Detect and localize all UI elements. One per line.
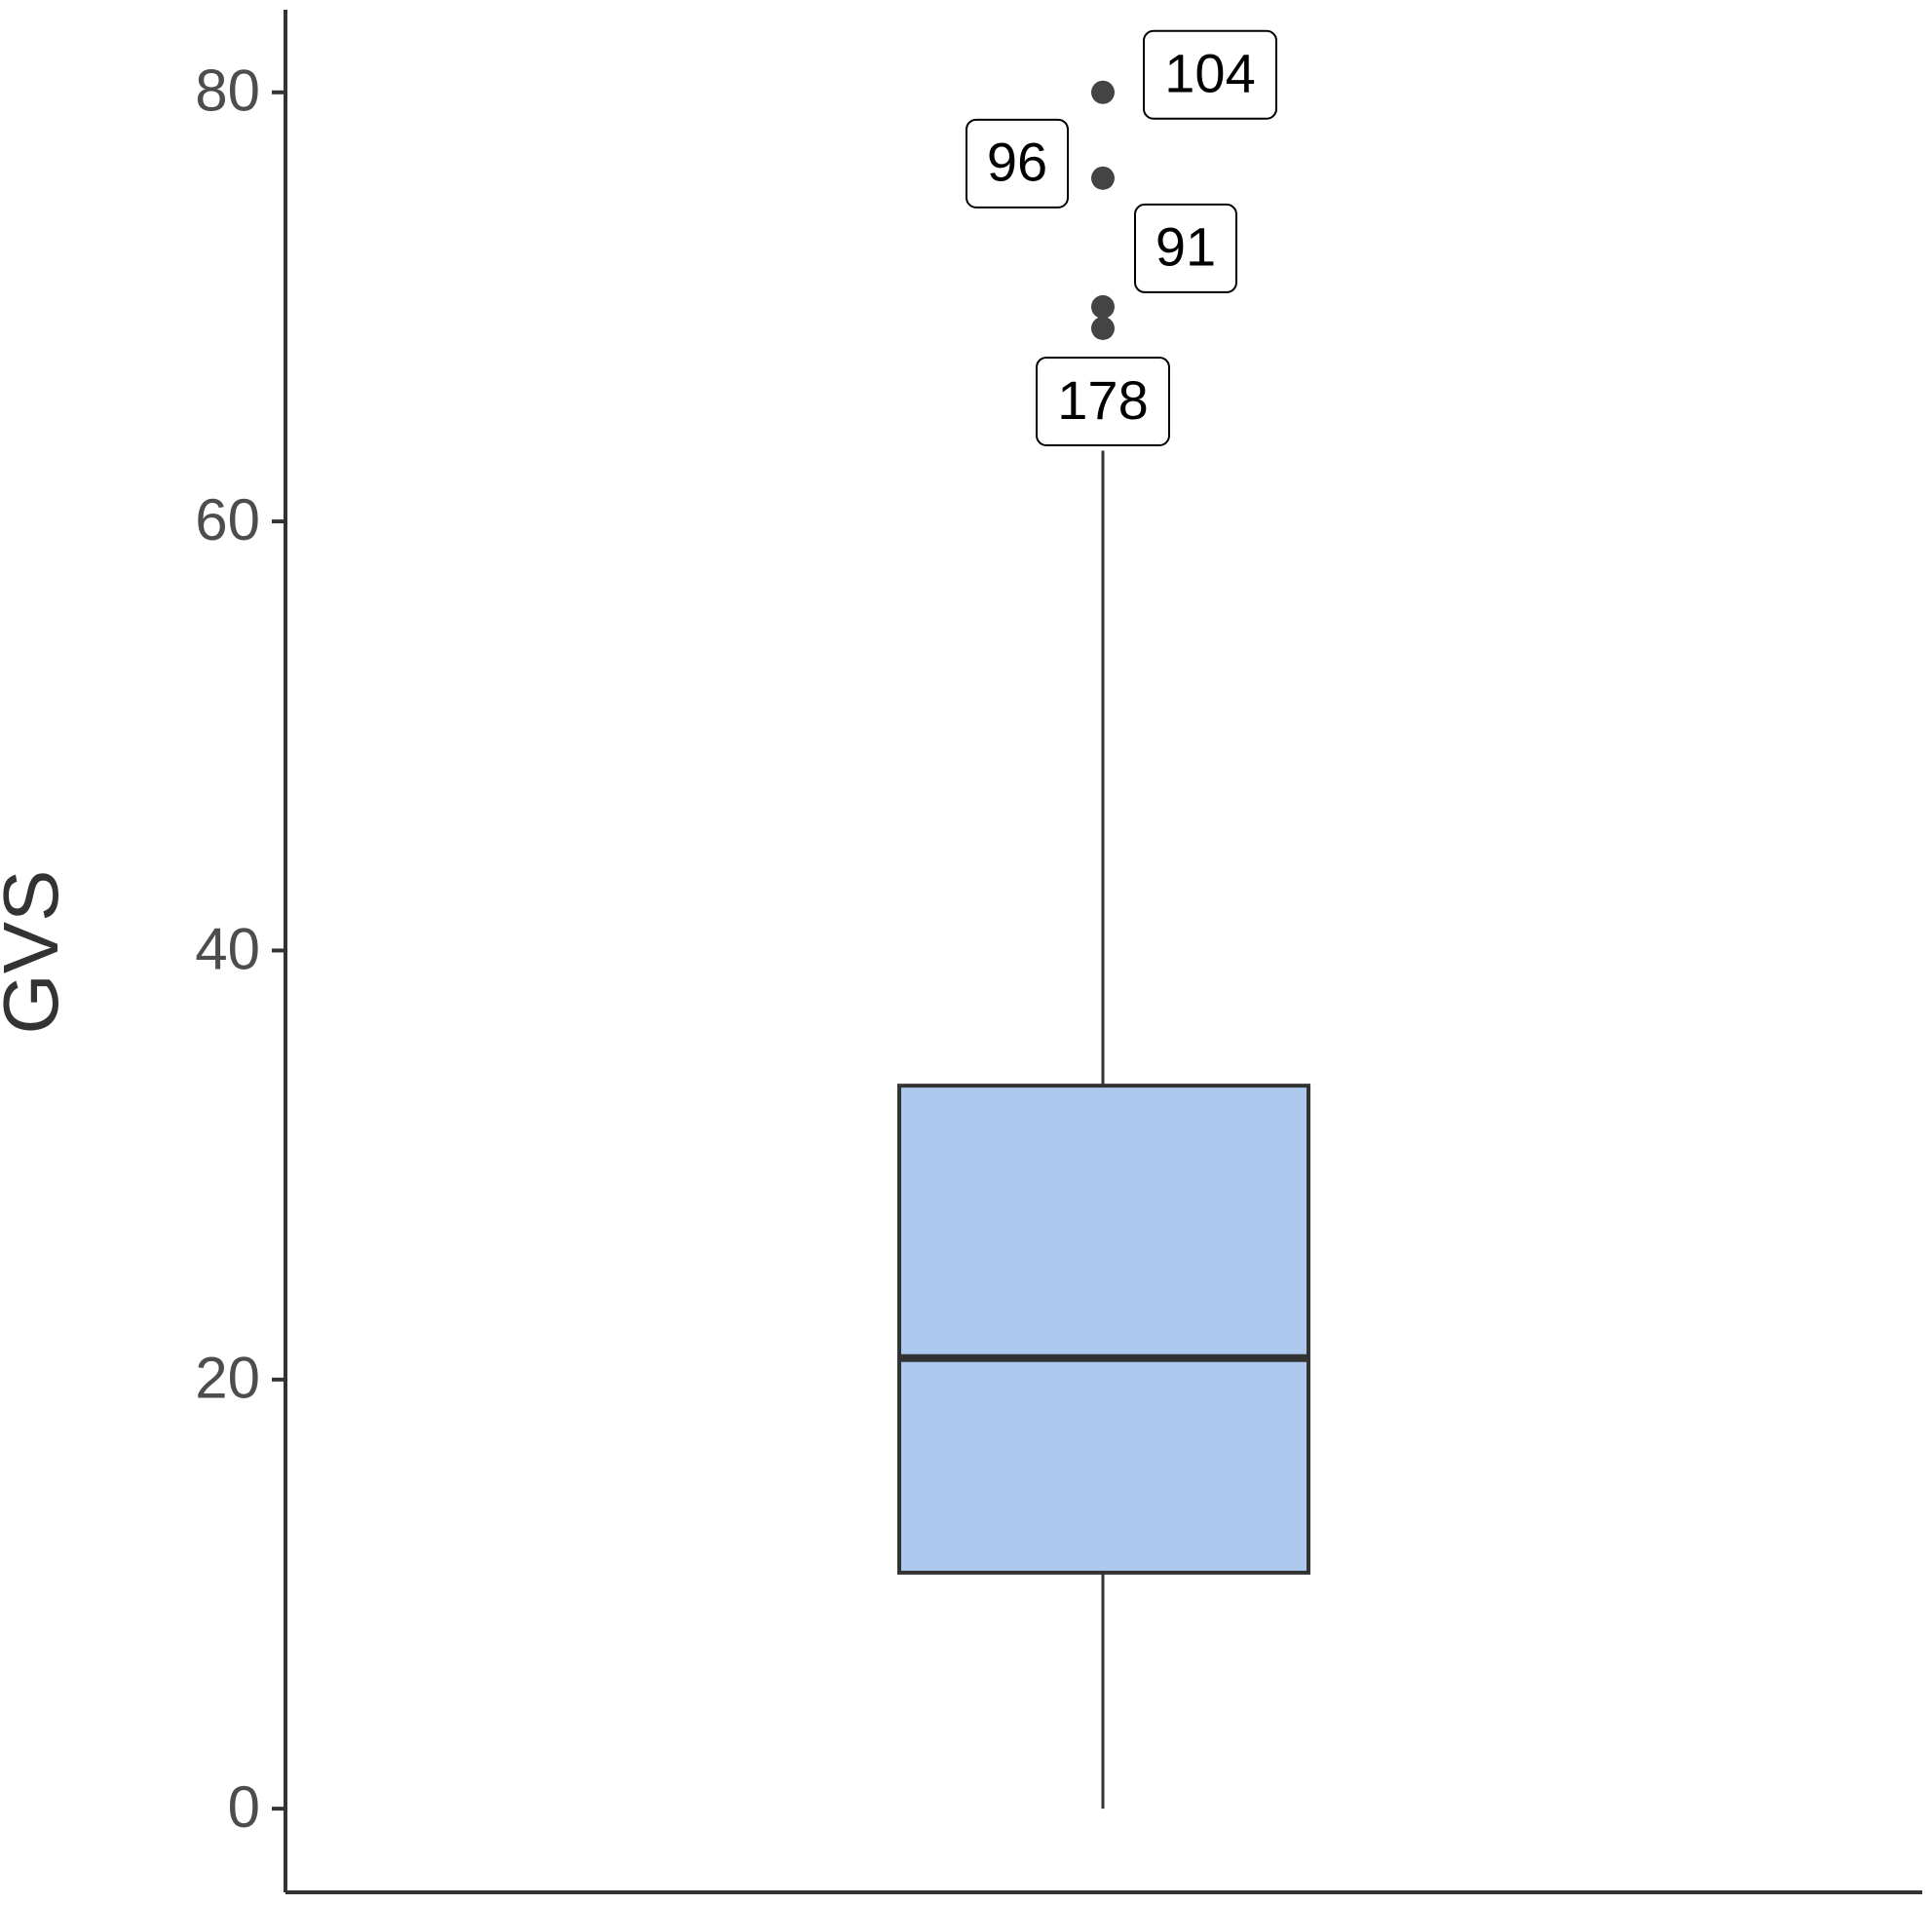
- outlier-label-box: [1036, 356, 1170, 446]
- outlier-label-box: [966, 118, 1069, 209]
- outlier-label: 91: [1155, 216, 1216, 278]
- outlier-label: 104: [1164, 43, 1255, 104]
- y-axis-title: GVS: [0, 870, 74, 1035]
- outlier-point: [1091, 166, 1115, 190]
- outlier-label-box: [1134, 203, 1237, 293]
- outlier-label-box: [1143, 29, 1277, 120]
- outlier-label: 178: [1057, 369, 1148, 431]
- y-tick-label: 40: [195, 916, 260, 981]
- y-tick-label: 80: [195, 58, 260, 124]
- y-tick-label: 0: [228, 1774, 260, 1840]
- outlier-point: [1091, 294, 1115, 319]
- box: [897, 1084, 1310, 1575]
- y-tick-label: 60: [195, 487, 260, 552]
- outlier-point: [1091, 80, 1115, 104]
- outlier-label: 96: [987, 132, 1047, 193]
- outlier-point: [1091, 316, 1115, 340]
- y-tick-label: 20: [195, 1346, 260, 1411]
